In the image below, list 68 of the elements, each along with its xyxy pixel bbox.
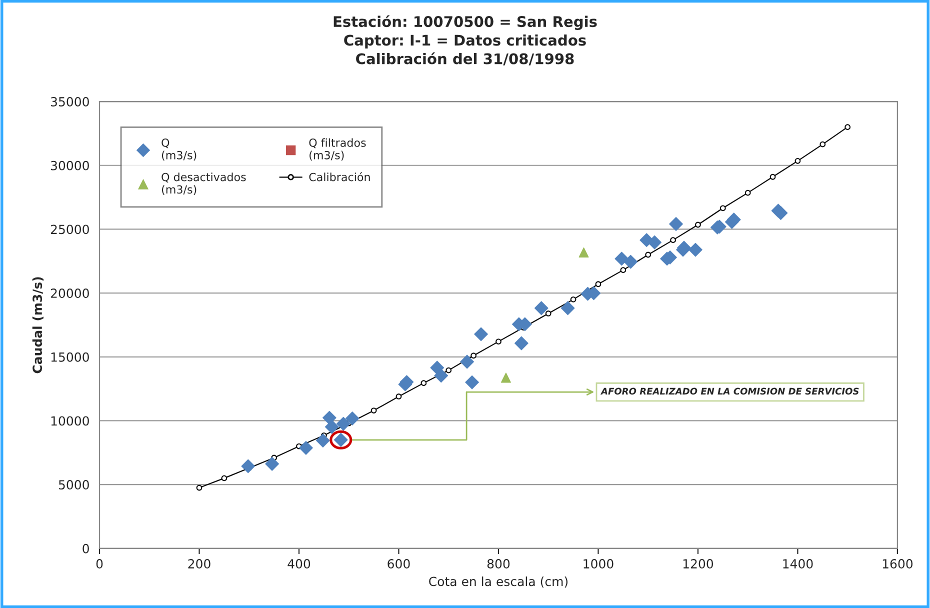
point <box>474 327 488 342</box>
point <box>560 301 575 316</box>
annotation: AFORO REALIZADO EN LA COMISION DE SERVICIOS <box>600 388 859 395</box>
y-tick-label: 5000 <box>58 480 89 490</box>
point <box>534 301 548 316</box>
point <box>620 267 626 274</box>
point <box>336 416 350 431</box>
point <box>420 380 427 386</box>
point <box>648 235 662 250</box>
point <box>196 484 202 491</box>
x-tick-label: 1000 <box>584 559 614 569</box>
x-tick-label: 200 <box>188 559 210 569</box>
x-tick-label: 1600 <box>882 559 913 569</box>
point <box>221 475 228 482</box>
point <box>578 247 589 258</box>
y-tick-label: 30000 <box>50 160 89 170</box>
y-tick-label: 35000 <box>50 97 89 106</box>
point <box>345 412 360 426</box>
point <box>614 252 629 266</box>
point <box>500 372 511 383</box>
point <box>688 242 702 257</box>
y-axis-title: Caudal (m3/s) <box>32 277 44 374</box>
point <box>496 338 502 345</box>
point <box>434 368 448 383</box>
x-tick-label: 800 <box>487 559 510 569</box>
x-tick-label: 400 <box>288 559 310 569</box>
point <box>774 206 788 220</box>
point <box>316 434 330 448</box>
point <box>624 254 638 269</box>
legend-label: Calibración <box>309 172 370 182</box>
point <box>595 281 602 288</box>
legend-label: Q (m3/s) <box>162 138 196 161</box>
chart-title: Estación: 10070500 = San Regis Captor: I-1 = Datos criticados Calibración del 31/08/1998 <box>334 15 597 66</box>
point <box>241 459 256 474</box>
x-tick-label: 0 <box>96 559 103 569</box>
y-tick-label: 10000 <box>51 416 89 426</box>
point <box>669 217 683 231</box>
y-tick-label: 15000 <box>51 352 89 362</box>
point <box>820 141 826 148</box>
y-tick-label: 0 <box>82 544 89 554</box>
point <box>744 190 751 196</box>
point <box>370 408 377 414</box>
point <box>720 205 726 212</box>
point <box>770 174 776 180</box>
point <box>670 237 676 244</box>
point <box>695 222 701 228</box>
point <box>396 394 402 400</box>
point <box>545 310 552 316</box>
point <box>470 352 476 359</box>
y-tick-label: 20000 <box>50 288 89 298</box>
point <box>645 252 652 258</box>
point <box>465 375 479 390</box>
x-tick-label: 1200 <box>683 559 714 569</box>
point <box>514 336 528 350</box>
point <box>446 367 452 374</box>
legend-label: Q desactivados (m3/s) <box>162 172 246 195</box>
point <box>265 456 279 471</box>
y-tick-label: 25000 <box>50 224 89 234</box>
x-tick-label: 1400 <box>783 559 813 569</box>
point <box>794 158 801 164</box>
point <box>324 420 339 434</box>
point <box>844 124 851 130</box>
point <box>570 296 576 302</box>
x-tick-label: 600 <box>388 559 410 569</box>
legend-label: Q filtrados (m3/s) <box>309 138 366 161</box>
point <box>299 440 313 455</box>
point <box>460 354 474 369</box>
x-axis-title: Cota en la escala (cm) <box>429 576 568 588</box>
